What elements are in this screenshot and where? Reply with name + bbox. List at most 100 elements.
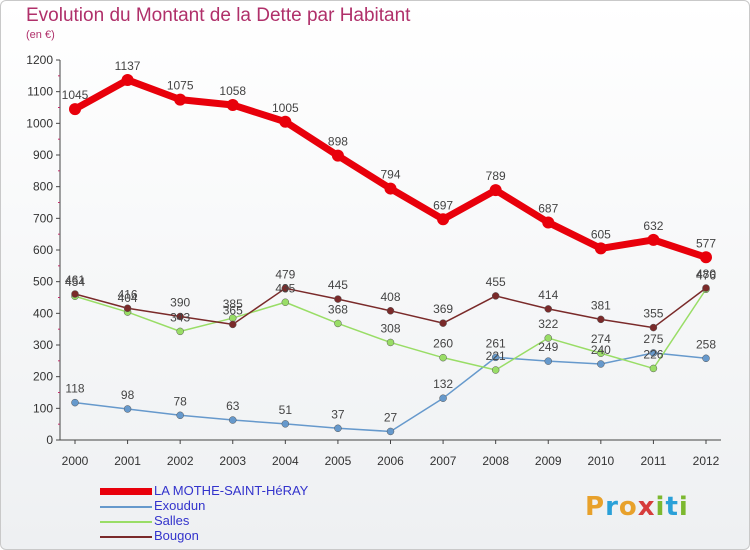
y-tick-label: 100 [33, 401, 53, 415]
data-point [384, 182, 397, 195]
data-point [542, 216, 555, 229]
data-label: 445 [328, 278, 348, 292]
data-point [489, 184, 502, 197]
data-label: 343 [170, 310, 190, 324]
data-label: 63 [226, 399, 240, 413]
data-label: 258 [696, 337, 716, 351]
data-label: 416 [118, 287, 138, 301]
data-point [121, 73, 134, 86]
data-point [594, 242, 607, 255]
data-point [176, 411, 184, 420]
x-tick-label: 2002 [167, 454, 194, 468]
data-label: 381 [591, 298, 611, 312]
data-point [229, 320, 237, 329]
x-tick-label: 2009 [535, 454, 562, 468]
data-point [123, 304, 132, 313]
data-label: 132 [433, 377, 453, 391]
data-point [386, 427, 395, 436]
logo-letter: t [665, 492, 679, 522]
data-label: 1137 [115, 59, 141, 73]
data-point [491, 292, 500, 300]
y-tick-label: 1100 [27, 85, 53, 99]
data-point [647, 233, 660, 246]
y-tick-label: 500 [33, 275, 53, 289]
data-label: 249 [538, 340, 558, 354]
chart-subtitle: (en €) [26, 29, 55, 41]
data-point [334, 319, 342, 328]
data-point [176, 327, 184, 336]
data-point [279, 115, 292, 128]
data-label: 605 [591, 227, 611, 241]
data-point [69, 103, 81, 116]
data-label: 1005 [272, 101, 299, 115]
x-tick-label: 2005 [325, 454, 352, 468]
data-label: 414 [538, 288, 558, 302]
data-label: 385 [223, 297, 243, 311]
data-point [597, 315, 605, 324]
data-label: 221 [486, 349, 506, 363]
data-label: 632 [643, 219, 663, 233]
legend-item: Bougon [100, 529, 308, 544]
data-point [649, 349, 658, 357]
data-label: 365 [223, 303, 243, 317]
data-label: 368 [328, 302, 348, 316]
data-point [71, 290, 79, 298]
data-label: 260 [433, 337, 453, 351]
data-point [544, 357, 552, 365]
data-label: 789 [486, 169, 506, 183]
data-label: 27 [384, 410, 398, 424]
data-label: 118 [65, 382, 84, 396]
x-tick-label: 2011 [641, 454, 667, 468]
data-label: 308 [380, 321, 400, 335]
y-tick-label: 300 [33, 338, 53, 352]
data-point [71, 398, 79, 407]
data-point [544, 305, 552, 313]
data-point [334, 295, 342, 303]
data-label: 322 [538, 317, 558, 331]
data-label: 355 [643, 307, 663, 321]
y-tick-label: 800 [33, 180, 53, 194]
legend-item: Salles [100, 514, 308, 529]
series-lines [69, 73, 712, 436]
y-tick-label: 0 [46, 433, 53, 447]
legend-swatch [100, 488, 152, 495]
logo-letter: i [678, 492, 689, 522]
x-tick-label: 2007 [430, 454, 457, 468]
data-label: 1075 [167, 79, 194, 93]
legend-swatch [100, 506, 152, 508]
legend-item: Exoudun [100, 499, 308, 514]
data-point [491, 366, 500, 374]
data-label: 240 [591, 343, 611, 357]
y-tick-label: 600 [33, 243, 53, 257]
data-point [649, 323, 658, 332]
data-point [437, 213, 450, 226]
data-point [281, 420, 290, 428]
logo-letter: x [637, 492, 656, 522]
data-label: 479 [275, 267, 295, 281]
data-label: 275 [643, 332, 663, 346]
data-point [334, 424, 342, 433]
x-tick-label: 2003 [219, 454, 246, 468]
data-label: 1058 [219, 84, 246, 98]
y-tick-label: 1200 [26, 53, 53, 67]
data-point [386, 338, 395, 347]
proxiti-logo: Proxiti [585, 492, 689, 522]
data-label: 1045 [62, 88, 89, 102]
data-point [491, 353, 500, 362]
data-point [439, 353, 447, 362]
logo-letter: r [605, 492, 619, 522]
data-label: 226 [643, 347, 663, 361]
data-label: 408 [380, 290, 400, 304]
data-label: 435 [275, 281, 295, 295]
data-label: 274 [591, 332, 611, 346]
data-point [176, 312, 184, 321]
axes: 0 100 200 300 400 500 600 700 800 900 1000 1100 1200… [26, 53, 721, 468]
legend-label: Salles [154, 513, 190, 528]
data-label: 98 [121, 388, 135, 402]
data-label: 794 [380, 168, 400, 182]
data-label: 898 [328, 135, 348, 149]
data-label: 454 [65, 275, 85, 289]
y-tick-label: 400 [33, 306, 53, 320]
data-point [439, 319, 447, 327]
